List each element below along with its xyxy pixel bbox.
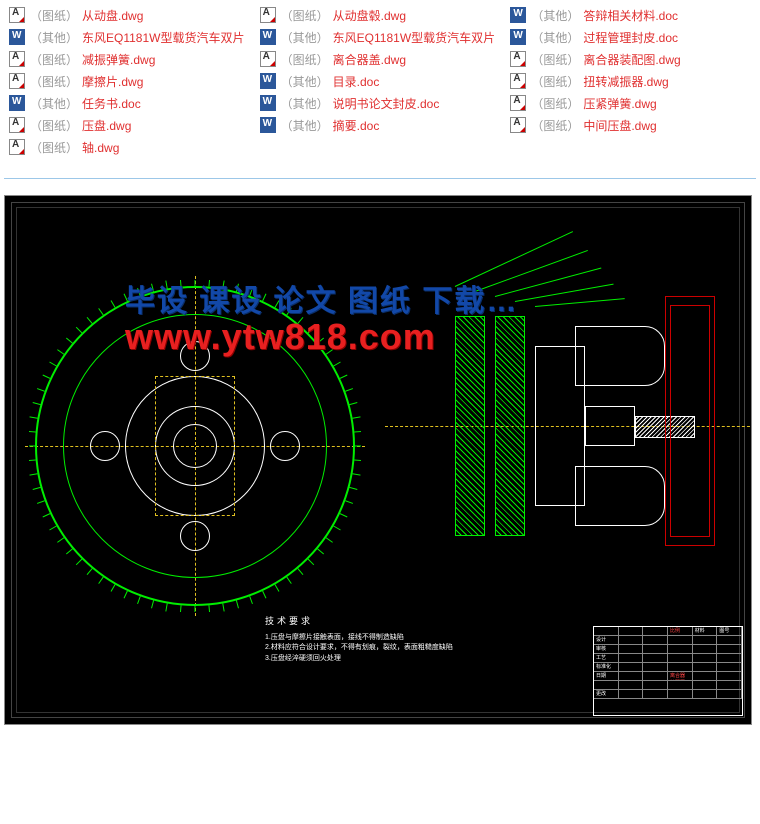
title-block-row: 比例材料图号 [594,627,742,636]
title-block-row: 更改 [594,690,742,699]
notes-line: 2.材料应符合设计要求，不得有划痕，裂纹，表面粗糙度缺陷 [265,643,453,654]
dwg-icon [8,72,26,90]
file-item[interactable]: （其他）目录.doc [259,72,502,90]
file-category: （其他） [531,29,579,46]
file-name[interactable]: 摘要.doc [333,117,380,134]
file-name[interactable]: 压紧弹簧.dwg [583,95,656,112]
file-name[interactable]: 减振弹簧.dwg [82,51,155,68]
file-list: （图纸）从动盘.dwg（图纸）从动盘毂.dwg（其他）答辩相关材料.doc（其他… [0,0,760,162]
cad-preview[interactable]: 毕设 课设 论文 图纸 下载… www.ytw818.com [4,195,752,725]
file-name[interactable]: 摩擦片.dwg [82,73,143,90]
file-item[interactable]: （其他）过程管理封皮.doc [509,28,752,46]
word-icon [259,28,277,46]
file-name[interactable]: 过程管理封皮.doc [583,29,678,46]
notes-line: 3.压盘经淬硬须回火处理 [265,654,453,665]
title-block-row: 标准化 [594,663,742,672]
word-icon [8,28,26,46]
file-item[interactable]: （其他）东风EQ1181W型载货汽车双片 [259,28,502,46]
cad-notes: 技术要求 1.压盘与摩擦片接触表面，接线不得制造缺陷 2.材料应符合设计要求，不… [265,615,453,664]
notes-line: 1.压盘与摩擦片接触表面，接线不得制造缺陷 [265,633,453,644]
cad-title-block: 比例材料图号设计审核工艺标准化日期离合器装配图更改 [593,626,743,716]
file-name[interactable]: 任务书.doc [82,95,141,112]
dwg-icon [509,116,527,134]
word-icon [509,6,527,24]
file-item[interactable]: （图纸）轴.dwg [8,138,251,156]
file-category: （图纸） [30,117,78,134]
title-block-row: 工艺 [594,654,742,663]
file-category: （图纸） [531,73,579,90]
dwg-icon [509,50,527,68]
file-name[interactable]: 离合器装配图.dwg [583,51,680,68]
file-category: （其他） [281,29,329,46]
dwg-icon [8,116,26,134]
dwg-icon [8,6,26,24]
file-category: （图纸） [30,73,78,90]
file-category: （图纸） [30,7,78,24]
section-divider [4,178,756,179]
dwg-icon [509,94,527,112]
file-item[interactable]: （图纸）中间压盘.dwg [509,116,752,134]
file-item[interactable]: （图纸）离合器盖.dwg [259,50,502,68]
file-name[interactable]: 离合器盖.dwg [333,51,406,68]
notes-title: 技术要求 [265,615,453,629]
file-item[interactable]: （图纸）离合器装配图.dwg [509,50,752,68]
title-block-row: 设计 [594,636,742,645]
file-category: （其他） [30,29,78,46]
file-item[interactable]: （其他）摘要.doc [259,116,502,134]
file-name[interactable]: 中间压盘.dwg [583,117,656,134]
file-category: （图纸） [531,51,579,68]
file-item[interactable]: （其他）答辩相关材料.doc [509,6,752,24]
file-item[interactable]: （图纸）从动盘毂.dwg [259,6,502,24]
file-name[interactable]: 从动盘.dwg [82,7,143,24]
file-name[interactable]: 说明书论文封皮.doc [333,95,440,112]
file-item[interactable]: （其他）任务书.doc [8,94,251,112]
word-icon [509,28,527,46]
cad-front-view [35,286,355,606]
file-name[interactable]: 东风EQ1181W型载货汽车双片 [333,29,495,46]
file-name[interactable]: 从动盘毂.dwg [333,7,406,24]
file-name[interactable]: 压盘.dwg [82,117,131,134]
file-category: （图纸） [30,51,78,68]
word-icon [8,94,26,112]
file-name[interactable]: 目录.doc [333,73,380,90]
word-icon [259,72,277,90]
file-name[interactable]: 东风EQ1181W型载货汽车双片 [82,29,244,46]
file-item[interactable]: （图纸）减振弹簧.dwg [8,50,251,68]
file-category: （图纸） [30,139,78,156]
word-icon [259,116,277,134]
file-item[interactable]: （图纸）从动盘.dwg [8,6,251,24]
file-item[interactable]: （图纸）压盘.dwg [8,116,251,134]
file-item[interactable]: （图纸）摩擦片.dwg [8,72,251,90]
file-category: （图纸） [281,51,329,68]
file-item[interactable]: （其他）说明书论文封皮.doc [259,94,502,112]
file-category: （图纸） [531,95,579,112]
file-category: （其他） [281,73,329,90]
dwg-icon [259,6,277,24]
file-name[interactable]: 轴.dwg [82,139,119,156]
file-name[interactable]: 扭转减振器.dwg [583,73,668,90]
title-block-row: 日期离合器装配图 [594,672,742,681]
file-category: （其他） [281,117,329,134]
file-item[interactable]: （图纸）扭转减振器.dwg [509,72,752,90]
cad-section-view [405,256,705,586]
file-item[interactable]: （图纸）压紧弹簧.dwg [509,94,752,112]
dwg-icon [8,50,26,68]
title-block-row [594,681,742,690]
file-category: （其他） [531,7,579,24]
file-category: （图纸） [531,117,579,134]
file-category: （图纸） [281,7,329,24]
dwg-icon [8,138,26,156]
file-category: （其他） [30,95,78,112]
word-icon [259,94,277,112]
file-category: （其他） [281,95,329,112]
file-item[interactable]: （其他）东风EQ1181W型载货汽车双片 [8,28,251,46]
title-block-row: 审核 [594,645,742,654]
dwg-icon [259,50,277,68]
dwg-icon [509,72,527,90]
file-name[interactable]: 答辩相关材料.doc [583,7,678,24]
